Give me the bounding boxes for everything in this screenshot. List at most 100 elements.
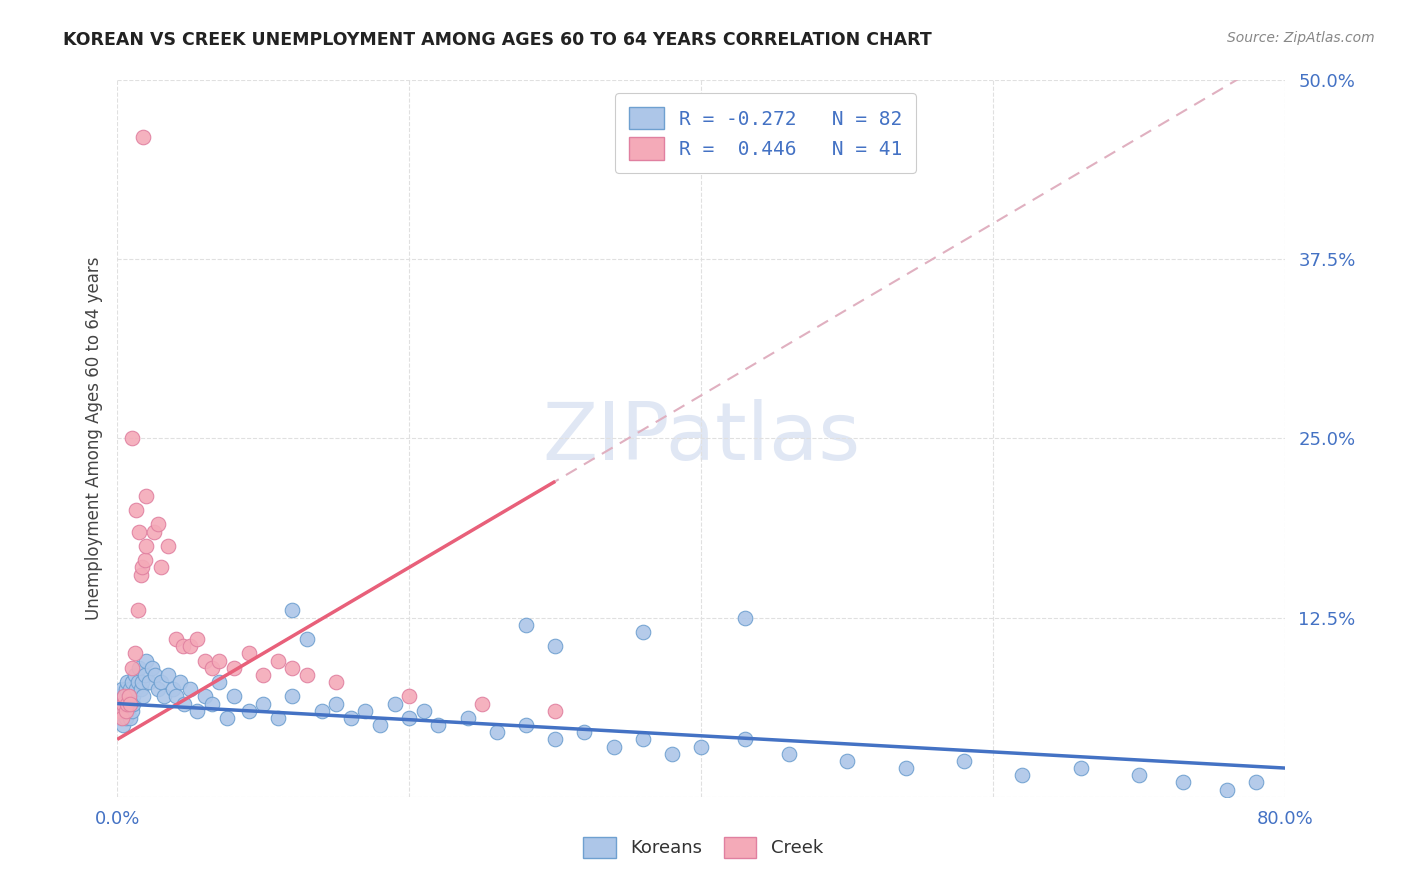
Point (162, 682, 184, 697)
Point (252, 697, 274, 711)
Point (110, 711, 132, 725)
Point (125, 503, 148, 517)
Point (186, 704, 208, 718)
Y-axis label: Unemployment Among Ages 60 to 64 years: Unemployment Among Ages 60 to 64 years (86, 257, 103, 620)
Point (1070, 761, 1092, 775)
Point (141, 661, 163, 675)
Point (690, 739, 713, 754)
Point (122, 690, 145, 704)
Point (295, 632, 318, 646)
Point (325, 675, 347, 690)
Point (115, 711, 138, 725)
Point (108, 704, 131, 718)
Point (108, 711, 131, 725)
Point (127, 603, 149, 617)
Point (222, 690, 245, 704)
Point (134, 553, 156, 567)
Point (186, 632, 208, 646)
Point (1128, 768, 1150, 782)
Point (131, 560, 153, 574)
Point (544, 639, 567, 653)
Point (194, 654, 217, 668)
Point (157, 668, 180, 682)
Point (267, 654, 290, 668)
Point (115, 704, 138, 718)
Point (125, 682, 148, 697)
Point (734, 610, 756, 624)
Point (132, 690, 155, 704)
Point (120, 682, 142, 697)
Point (515, 617, 537, 632)
Point (142, 524, 165, 539)
Point (110, 704, 132, 718)
Point (107, 697, 129, 711)
Point (135, 654, 157, 668)
Point (1011, 768, 1033, 782)
Point (238, 704, 260, 718)
Point (108, 690, 131, 704)
Point (129, 567, 152, 582)
Point (112, 697, 135, 711)
Point (515, 718, 537, 732)
Point (118, 690, 141, 704)
Point (1216, 782, 1239, 797)
Point (150, 675, 173, 690)
Point (661, 747, 683, 761)
Point (138, 675, 160, 690)
Point (165, 632, 187, 646)
Point (194, 690, 217, 704)
Point (118, 697, 141, 711)
Point (124, 647, 146, 661)
Point (1244, 775, 1267, 789)
Point (134, 668, 156, 682)
Point (114, 690, 136, 704)
Point (201, 661, 224, 675)
Legend: Koreans, Creek: Koreans, Creek (568, 822, 838, 872)
Text: Source: ZipAtlas.com: Source: ZipAtlas.com (1227, 31, 1375, 45)
Point (121, 661, 143, 675)
Point (128, 524, 150, 539)
Point (368, 718, 391, 732)
Point (169, 675, 191, 690)
Point (208, 654, 231, 668)
Point (267, 711, 290, 725)
Point (112, 718, 135, 732)
Point (114, 704, 136, 718)
Point (485, 725, 508, 739)
Point (281, 661, 304, 675)
Point (179, 682, 201, 697)
Point (325, 697, 347, 711)
Point (165, 690, 187, 704)
Point (281, 690, 304, 704)
Point (1171, 775, 1194, 789)
Point (117, 697, 139, 711)
Point (153, 690, 176, 704)
Point (132, 130, 155, 145)
Point (457, 711, 479, 725)
Point (131, 675, 153, 690)
Legend: R = -0.272   N = 82, R =  0.446   N = 41: R = -0.272 N = 82, R = 0.446 N = 41 (614, 94, 915, 173)
Point (340, 711, 363, 725)
Point (129, 682, 152, 697)
Point (117, 675, 139, 690)
Point (179, 639, 201, 653)
Point (117, 704, 139, 718)
Point (114, 690, 136, 704)
Point (173, 697, 195, 711)
Point (120, 711, 142, 725)
Point (602, 739, 624, 754)
Text: ZIPatlas: ZIPatlas (543, 400, 860, 477)
Point (544, 704, 567, 718)
Point (118, 690, 141, 704)
Point (127, 675, 149, 690)
Point (412, 704, 434, 718)
Point (208, 675, 231, 690)
Point (574, 725, 596, 739)
Point (122, 697, 145, 711)
Point (121, 431, 143, 445)
Point (953, 754, 976, 768)
Point (172, 639, 194, 653)
Point (110, 682, 132, 697)
Point (124, 668, 146, 682)
Point (115, 682, 138, 697)
